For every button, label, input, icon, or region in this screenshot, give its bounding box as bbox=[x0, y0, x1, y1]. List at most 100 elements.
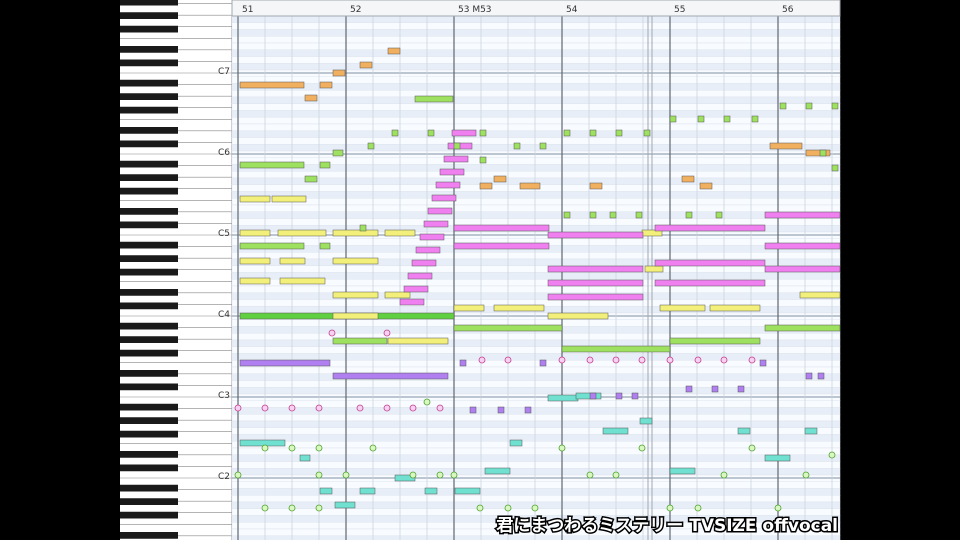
row bbox=[231, 481, 841, 489]
row bbox=[231, 373, 841, 381]
row bbox=[231, 407, 841, 415]
note bbox=[509, 439, 523, 447]
note bbox=[332, 149, 344, 157]
note-short bbox=[635, 211, 643, 219]
header-bar bbox=[231, 0, 841, 17]
note bbox=[403, 285, 429, 293]
note-short bbox=[831, 102, 839, 110]
note-dot bbox=[356, 404, 364, 412]
note bbox=[575, 392, 602, 400]
row bbox=[231, 454, 841, 462]
note bbox=[334, 501, 356, 509]
note-dot bbox=[409, 404, 417, 412]
black-key bbox=[120, 59, 178, 67]
row bbox=[231, 56, 841, 64]
note-dot bbox=[383, 404, 391, 412]
black-key bbox=[120, 187, 178, 195]
note-short bbox=[539, 142, 547, 150]
row bbox=[231, 218, 841, 226]
note bbox=[332, 257, 379, 265]
note-short bbox=[615, 392, 623, 400]
note bbox=[453, 242, 550, 250]
note bbox=[454, 487, 481, 495]
black-key bbox=[120, 451, 178, 458]
black-key bbox=[120, 140, 178, 148]
roll-grid bbox=[231, 0, 841, 540]
row bbox=[231, 380, 841, 388]
note-dot bbox=[720, 356, 728, 364]
octave-label: C3 bbox=[218, 391, 230, 401]
note bbox=[799, 291, 841, 299]
note-dot bbox=[261, 444, 269, 452]
black-key bbox=[120, 25, 178, 33]
note bbox=[407, 272, 433, 280]
note bbox=[654, 224, 766, 232]
note-short bbox=[609, 211, 617, 219]
note-dot bbox=[666, 504, 674, 512]
note bbox=[764, 242, 841, 250]
note-dot bbox=[504, 504, 512, 512]
note bbox=[547, 279, 644, 287]
note bbox=[453, 324, 563, 332]
note bbox=[639, 417, 653, 425]
note bbox=[239, 229, 271, 237]
row bbox=[231, 204, 841, 212]
note-short bbox=[427, 129, 435, 137]
note-short bbox=[805, 372, 813, 380]
note bbox=[239, 277, 271, 285]
note bbox=[764, 454, 791, 462]
note-dot bbox=[383, 329, 391, 337]
row bbox=[231, 400, 841, 408]
note-dot bbox=[315, 404, 323, 412]
row bbox=[231, 90, 841, 98]
row bbox=[231, 110, 841, 118]
note bbox=[424, 487, 438, 495]
row bbox=[231, 96, 841, 104]
black-key bbox=[120, 511, 178, 519]
measure-number: 51 bbox=[242, 5, 253, 15]
row bbox=[231, 22, 841, 30]
note bbox=[493, 175, 507, 183]
note-dot bbox=[288, 504, 296, 512]
note bbox=[387, 337, 449, 345]
note bbox=[239, 195, 271, 203]
row bbox=[231, 535, 841, 540]
note-dot bbox=[558, 356, 566, 364]
note-short bbox=[479, 129, 487, 137]
note bbox=[319, 161, 331, 169]
note-short bbox=[779, 102, 787, 110]
note-short bbox=[751, 115, 759, 123]
octave-label: C5 bbox=[218, 229, 230, 239]
note bbox=[737, 427, 751, 435]
note bbox=[239, 242, 305, 250]
row bbox=[231, 265, 841, 273]
note-dot bbox=[436, 404, 444, 412]
note bbox=[547, 293, 644, 301]
black-key bbox=[120, 322, 178, 330]
note bbox=[453, 304, 485, 312]
note-short bbox=[589, 392, 597, 400]
black-key bbox=[120, 370, 178, 377]
note-short bbox=[589, 211, 597, 219]
note-dot bbox=[694, 504, 702, 512]
note-dot bbox=[315, 444, 323, 452]
row bbox=[231, 63, 841, 71]
note bbox=[479, 182, 493, 190]
note bbox=[399, 298, 425, 306]
note bbox=[411, 259, 437, 267]
black-key bbox=[120, 349, 178, 357]
black-key bbox=[120, 302, 178, 310]
note-dot bbox=[476, 504, 484, 512]
note bbox=[547, 231, 644, 239]
note bbox=[332, 312, 379, 320]
note-short bbox=[539, 359, 547, 367]
keyboard: C7 C6 C5 C4 C3 C2 bbox=[120, 0, 233, 540]
measure-number: 53 M53 bbox=[458, 5, 492, 15]
note bbox=[332, 229, 379, 237]
row bbox=[231, 414, 841, 422]
black-key bbox=[120, 46, 178, 53]
row bbox=[231, 387, 841, 395]
note-short bbox=[817, 372, 825, 380]
note bbox=[443, 155, 469, 163]
note-dot bbox=[774, 504, 782, 512]
